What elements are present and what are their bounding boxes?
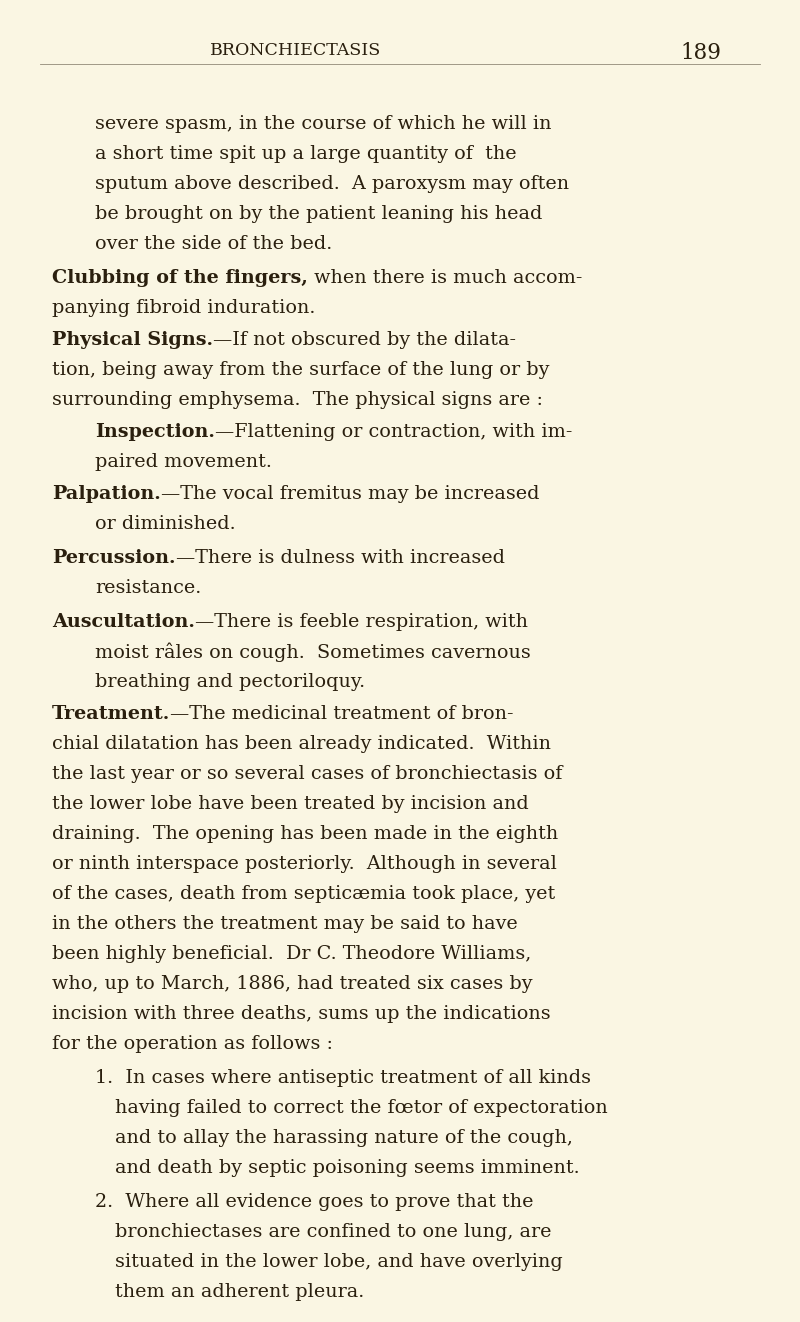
Text: Percussion.: Percussion. bbox=[52, 549, 175, 567]
Text: tion, being away from the surface of the lung or by: tion, being away from the surface of the… bbox=[52, 361, 550, 379]
Text: surrounding emphysema.  The physical signs are :: surrounding emphysema. The physical sign… bbox=[52, 391, 543, 408]
Text: 189: 189 bbox=[680, 42, 721, 63]
Text: Clubbing of the fingers,: Clubbing of the fingers, bbox=[52, 268, 308, 287]
Text: who, up to March, 1886, had treated six cases by: who, up to March, 1886, had treated six … bbox=[52, 976, 533, 993]
Text: when there is much accom-: when there is much accom- bbox=[308, 268, 582, 287]
Text: —The medicinal treatment of bron-: —The medicinal treatment of bron- bbox=[170, 705, 514, 723]
Text: panying fibroid induration.: panying fibroid induration. bbox=[52, 299, 315, 317]
Text: be brought on by the patient leaning his head: be brought on by the patient leaning his… bbox=[95, 205, 542, 223]
Text: —If not obscured by the dilata-: —If not obscured by the dilata- bbox=[213, 330, 516, 349]
Text: —The vocal fremitus may be increased: —The vocal fremitus may be increased bbox=[161, 485, 539, 502]
Text: the lower lobe have been treated by incision and: the lower lobe have been treated by inci… bbox=[52, 795, 529, 813]
Text: for the operation as follows :: for the operation as follows : bbox=[52, 1035, 333, 1054]
Text: Treatment.: Treatment. bbox=[52, 705, 170, 723]
Text: been highly beneficial.  Dr C. Theodore Williams,: been highly beneficial. Dr C. Theodore W… bbox=[52, 945, 531, 962]
Text: or ninth interspace posteriorly.  Although in several: or ninth interspace posteriorly. Althoug… bbox=[52, 855, 557, 873]
Text: having failed to correct the fœtor of expectoration: having failed to correct the fœtor of ex… bbox=[115, 1099, 608, 1117]
Text: —There is feeble respiration, with: —There is feeble respiration, with bbox=[195, 613, 528, 631]
Text: —There is dulness with increased: —There is dulness with increased bbox=[175, 549, 505, 567]
Text: in the others the treatment may be said to have: in the others the treatment may be said … bbox=[52, 915, 518, 933]
Text: situated in the lower lobe, and have overlying: situated in the lower lobe, and have ove… bbox=[115, 1253, 562, 1270]
Text: Palpation.: Palpation. bbox=[52, 485, 161, 502]
Text: 1.  In cases where antiseptic treatment of all kinds: 1. In cases where antiseptic treatment o… bbox=[95, 1069, 591, 1087]
Text: a short time spit up a large quantity of  the: a short time spit up a large quantity of… bbox=[95, 145, 517, 163]
Text: sputum above described.  A paroxysm may often: sputum above described. A paroxysm may o… bbox=[95, 175, 569, 193]
Text: paired movement.: paired movement. bbox=[95, 453, 272, 471]
Text: moist râles on cough.  Sometimes cavernous: moist râles on cough. Sometimes cavernou… bbox=[95, 642, 530, 662]
Text: severe spasm, in the course of which he will in: severe spasm, in the course of which he … bbox=[95, 115, 551, 134]
Text: and to allay the harassing nature of the cough,: and to allay the harassing nature of the… bbox=[115, 1129, 573, 1147]
Text: incision with three deaths, sums up the indications: incision with three deaths, sums up the … bbox=[52, 1005, 550, 1023]
Text: the last year or so several cases of bronchiectasis of: the last year or so several cases of bro… bbox=[52, 765, 562, 783]
Text: chial dilatation has been already indicated.  Within: chial dilatation has been already indica… bbox=[52, 735, 551, 754]
Text: —Flattening or contraction, with im-: —Flattening or contraction, with im- bbox=[215, 423, 572, 442]
Text: and death by septic poisoning seems imminent.: and death by septic poisoning seems immi… bbox=[115, 1159, 580, 1177]
Text: Physical Signs.: Physical Signs. bbox=[52, 330, 213, 349]
Text: Auscultation.: Auscultation. bbox=[52, 613, 195, 631]
Text: Inspection.: Inspection. bbox=[95, 423, 215, 442]
Text: them an adherent pleura.: them an adherent pleura. bbox=[115, 1282, 364, 1301]
Text: or diminished.: or diminished. bbox=[95, 516, 236, 533]
Text: bronchiectases are confined to one lung, are: bronchiectases are confined to one lung,… bbox=[115, 1223, 551, 1241]
Text: BRONCHIECTASIS: BRONCHIECTASIS bbox=[210, 42, 382, 59]
Text: 2.  Where all evidence goes to prove that the: 2. Where all evidence goes to prove that… bbox=[95, 1192, 534, 1211]
Text: of the cases, death from septicæmia took place, yet: of the cases, death from septicæmia took… bbox=[52, 884, 555, 903]
Text: breathing and pectoriloquy.: breathing and pectoriloquy. bbox=[95, 673, 365, 691]
Text: over the side of the bed.: over the side of the bed. bbox=[95, 235, 332, 253]
Text: draining.  The opening has been made in the eighth: draining. The opening has been made in t… bbox=[52, 825, 558, 843]
Text: resistance.: resistance. bbox=[95, 579, 202, 598]
